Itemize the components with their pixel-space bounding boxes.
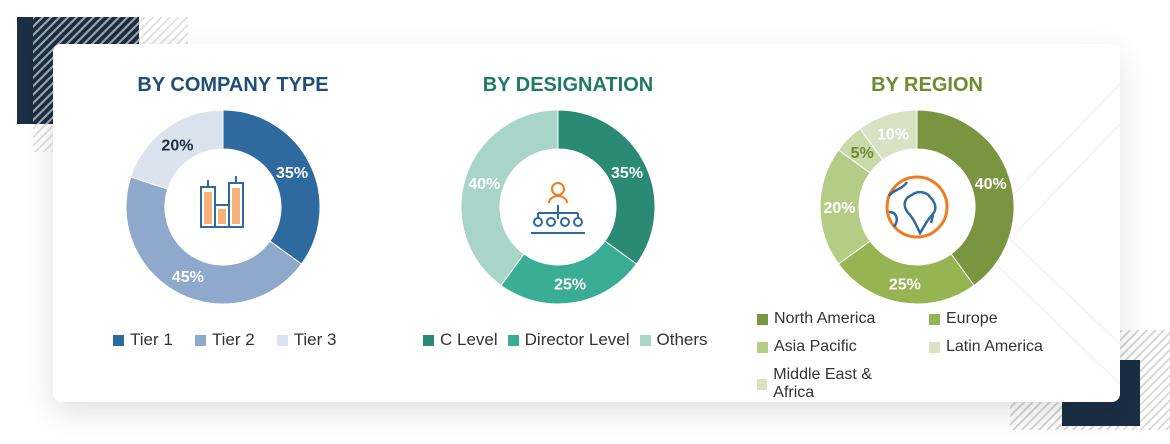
legend-label: Others (656, 330, 708, 349)
slice-c-level (557, 109, 656, 265)
data-label: 20% (823, 200, 855, 217)
chart-card: BY COMPANY TYPE 35% 45% 20% Tier 1 Tier 2 Tier… (53, 44, 1120, 402)
chart-panel: BY COMPANY TYPE 35% 45% 20% Tier 1 Tier 2 Tier… (53, 44, 413, 402)
legend-item: C Level (423, 330, 498, 350)
slice-tier- (130, 109, 224, 190)
data-label: 40% (975, 176, 1007, 193)
legend-label: Tier 3 (293, 330, 337, 349)
legend-label: North America (774, 310, 876, 327)
slice-europe (837, 240, 975, 304)
legend-swatch (113, 334, 124, 346)
globe-icon (885, 175, 949, 239)
data-label: 25% (554, 277, 586, 294)
legend-label: Middle East & Africa (773, 366, 872, 401)
data-label: 25% (889, 277, 921, 294)
data-label: 40% (468, 176, 500, 193)
chart-title: BY COMPANY TYPE (137, 74, 329, 96)
slice-others (460, 109, 559, 287)
chart-title: BY DESIGNATION (482, 74, 654, 96)
slice-tier- (125, 176, 303, 304)
legend-item: North America (757, 310, 907, 328)
data-label: 20% (161, 137, 193, 154)
legend-item: Latin America (929, 338, 1067, 356)
legend-item: Europe (929, 310, 1067, 328)
legend-swatch (757, 341, 768, 353)
legend-label: Europe (946, 310, 998, 327)
legend-swatch (423, 334, 434, 346)
data-label: 45% (172, 269, 204, 286)
data-label: 35% (276, 165, 308, 182)
legend-swatch (507, 334, 519, 346)
legend-item: Director Level (507, 330, 630, 350)
legend-label: C Level (440, 330, 498, 349)
legend-swatch (639, 334, 651, 346)
chart-panel: BY DESIGNATION 35% 25% 40% C Level Director L… (388, 44, 748, 402)
legend-item: Middle East & Africa (757, 366, 907, 402)
legend-label: Tier 1 (130, 330, 173, 349)
legend-swatch (757, 378, 768, 390)
legend-swatch (929, 341, 940, 353)
legend-item: Tier 2 (194, 330, 255, 350)
chart-panel: BY REGION 40% 25% 20% 5% 10% North America Euro… (747, 44, 1107, 402)
legend: North America Europe Asia Pacific Latin Ame… (757, 310, 1089, 402)
slice-tier- (222, 109, 321, 265)
data-label: 10% (877, 126, 909, 143)
slice-north-america (916, 109, 1015, 287)
legend-label: Asia Pacific (774, 338, 857, 355)
legend: Tier 1 Tier 2 Tier 3 (113, 330, 358, 351)
legend-item: Tier 1 (113, 330, 173, 350)
legend-swatch (276, 334, 288, 346)
chart-title: BY REGION (871, 74, 983, 96)
donut-chart: 40% 25% 20% 5%10% (819, 109, 1015, 304)
buildings-icon (200, 176, 244, 228)
legend: C Level Director Level Others (423, 330, 718, 351)
legend-swatch (929, 313, 940, 325)
legend-label: Director Level (524, 330, 630, 349)
slice-director-level (500, 240, 638, 304)
slice-middle-east-africa (859, 109, 918, 161)
legend-swatch (194, 334, 206, 346)
legend-item: Tier 3 (276, 330, 337, 350)
team-hierarchy-icon (531, 182, 585, 234)
legend-swatch (757, 313, 768, 325)
legend-item: Asia Pacific (757, 338, 907, 356)
legend-label: Tier 2 (211, 330, 255, 349)
data-label: 35% (611, 165, 643, 182)
donut-chart: 35% 25% 40% (460, 109, 656, 304)
legend-item: Others (639, 330, 708, 350)
data-label: 5% (851, 145, 874, 162)
donut-chart: 35% 45% 20% (125, 109, 321, 304)
legend-label: Latin America (946, 338, 1043, 355)
